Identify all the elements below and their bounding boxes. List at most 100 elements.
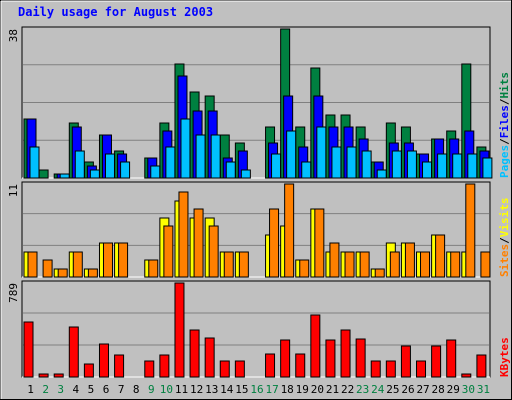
bar-kbytes-day-25 bbox=[385, 360, 396, 378]
x-tick-day-23: 23 bbox=[356, 383, 369, 396]
x-tick-day-15: 15 bbox=[235, 383, 248, 396]
bar-kbytes-day-10 bbox=[159, 354, 170, 378]
bar-sites-day-17 bbox=[269, 208, 280, 278]
bar-pages-day-14 bbox=[225, 161, 236, 179]
bar-sites-day-1 bbox=[27, 251, 38, 278]
x-tick-day-28: 28 bbox=[432, 383, 445, 396]
x-tick-day-7: 7 bbox=[118, 383, 125, 396]
bar-sites-day-12 bbox=[193, 208, 204, 278]
legend-item-files: Files bbox=[498, 105, 511, 138]
x-tick-day-5: 5 bbox=[88, 383, 95, 396]
bar-sites-day-11 bbox=[178, 191, 189, 278]
x-tick-day-31: 31 bbox=[477, 383, 490, 396]
x-tick-day-17: 17 bbox=[265, 383, 278, 396]
bar-sites-day-21 bbox=[329, 242, 340, 278]
bar-pages-day-19 bbox=[301, 161, 312, 179]
legend-text-middle: Sites/Visits bbox=[498, 198, 511, 278]
bar-sites-day-28 bbox=[435, 234, 446, 278]
bar-pages-day-6 bbox=[104, 153, 115, 179]
bar-kbytes-day-17 bbox=[265, 353, 276, 378]
series-kbytes bbox=[23, 282, 487, 378]
bar-pages-day-10 bbox=[165, 146, 176, 179]
panel-middle: 11 bbox=[7, 181, 491, 278]
x-tick-day-16: 16 bbox=[250, 383, 263, 396]
bar-kbytes-day-21 bbox=[325, 339, 336, 378]
x-tick-day-4: 4 bbox=[73, 383, 80, 396]
bar-sites-day-18 bbox=[284, 183, 295, 278]
legend-item-visits: Visits bbox=[498, 198, 511, 238]
bar-kbytes-day-6 bbox=[98, 343, 109, 378]
legend-item-sites: Sites bbox=[498, 244, 511, 277]
bar-pages-day-23 bbox=[361, 150, 372, 179]
bar-pages-day-25 bbox=[391, 150, 402, 179]
x-tick-day-29: 29 bbox=[447, 383, 460, 396]
bar-pages-day-3 bbox=[59, 173, 70, 179]
x-tick-day-1: 1 bbox=[27, 383, 34, 396]
bar-pages-day-24 bbox=[376, 169, 387, 179]
y-max-label-top: 38 bbox=[7, 29, 20, 42]
bar-kbytes-day-26 bbox=[400, 345, 411, 378]
legend-separator: / bbox=[498, 98, 511, 105]
panel-bottom: 789 bbox=[7, 280, 491, 378]
x-axis-day-labels: 1 2 3 4 5 6 7 8 9 10 11 12 13 14 15 16 17 18 19 20 21 22 23 24 2… bbox=[27, 383, 490, 396]
bar-pages-day-11 bbox=[180, 118, 191, 179]
bar-kbytes-day-11 bbox=[174, 282, 185, 378]
x-tick-day-2: 2 bbox=[42, 383, 49, 396]
x-tick-day-30: 30 bbox=[462, 383, 475, 396]
bar-pages-day-1 bbox=[29, 146, 40, 179]
bar-sites-day-22 bbox=[344, 251, 355, 278]
bar-pages-day-17 bbox=[271, 153, 282, 179]
bar-sites-day-3 bbox=[57, 268, 68, 278]
bar-sites-day-14 bbox=[223, 251, 234, 278]
bar-sites-day-25 bbox=[389, 251, 400, 278]
bar-sites-day-9 bbox=[148, 259, 159, 278]
bar-sites-day-24 bbox=[374, 268, 385, 278]
bar-pages-day-15 bbox=[240, 169, 251, 179]
bar-kbytes-day-22 bbox=[340, 329, 351, 378]
bar-sites-day-4 bbox=[72, 251, 83, 278]
bar-kbytes-day-5 bbox=[83, 363, 94, 378]
bar-pages-day-29 bbox=[452, 153, 463, 179]
bar-kbytes-day-18 bbox=[280, 339, 291, 378]
bar-kbytes-day-19 bbox=[295, 353, 306, 378]
bar-kbytes-day-31 bbox=[476, 354, 487, 378]
bar-kbytes-day-30 bbox=[461, 373, 472, 378]
series-pages bbox=[29, 118, 493, 179]
bar-kbytes-day-9 bbox=[144, 360, 155, 378]
bar-kbytes-day-4 bbox=[68, 326, 79, 378]
bar-sites-day-5 bbox=[87, 268, 98, 278]
bar-hits-day-2 bbox=[38, 169, 49, 179]
x-tick-day-19: 19 bbox=[296, 383, 309, 396]
bar-sites-day-15 bbox=[238, 251, 249, 278]
legend-top: Pages/Files/Hits bbox=[498, 72, 511, 178]
x-tick-day-3: 3 bbox=[57, 383, 64, 396]
bar-pages-day-28 bbox=[437, 153, 448, 179]
chart-title: Daily usage for August 2003 bbox=[18, 5, 213, 19]
legend-middle: Sites/Visits bbox=[498, 198, 511, 278]
x-tick-day-22: 22 bbox=[341, 383, 354, 396]
x-tick-day-27: 27 bbox=[416, 383, 429, 396]
bar-kbytes-day-1 bbox=[23, 321, 34, 378]
bar-kbytes-day-29 bbox=[446, 339, 457, 378]
bar-kbytes-day-7 bbox=[114, 354, 125, 378]
x-tick-day-26: 26 bbox=[401, 383, 414, 396]
x-tick-day-13: 13 bbox=[205, 383, 218, 396]
x-tick-day-6: 6 bbox=[103, 383, 110, 396]
bar-pages-day-18 bbox=[286, 130, 297, 179]
x-tick-day-11: 11 bbox=[175, 383, 188, 396]
legend-separator: / bbox=[498, 237, 511, 244]
legend-separator: / bbox=[498, 138, 511, 145]
legend-item-pages: Pages bbox=[498, 145, 511, 178]
bar-kbytes-day-13 bbox=[204, 337, 215, 378]
x-tick-day-8: 8 bbox=[133, 383, 140, 396]
bar-sites-day-2 bbox=[42, 259, 53, 278]
bar-kbytes-day-14 bbox=[219, 360, 230, 378]
bar-kbytes-day-12 bbox=[189, 329, 200, 378]
y-max-label-bottom: 789 bbox=[7, 283, 20, 303]
bar-sites-day-7 bbox=[118, 242, 129, 278]
bar-sites-day-6 bbox=[102, 242, 113, 278]
bar-sites-day-20 bbox=[314, 208, 325, 278]
bar-sites-day-19 bbox=[299, 259, 310, 278]
